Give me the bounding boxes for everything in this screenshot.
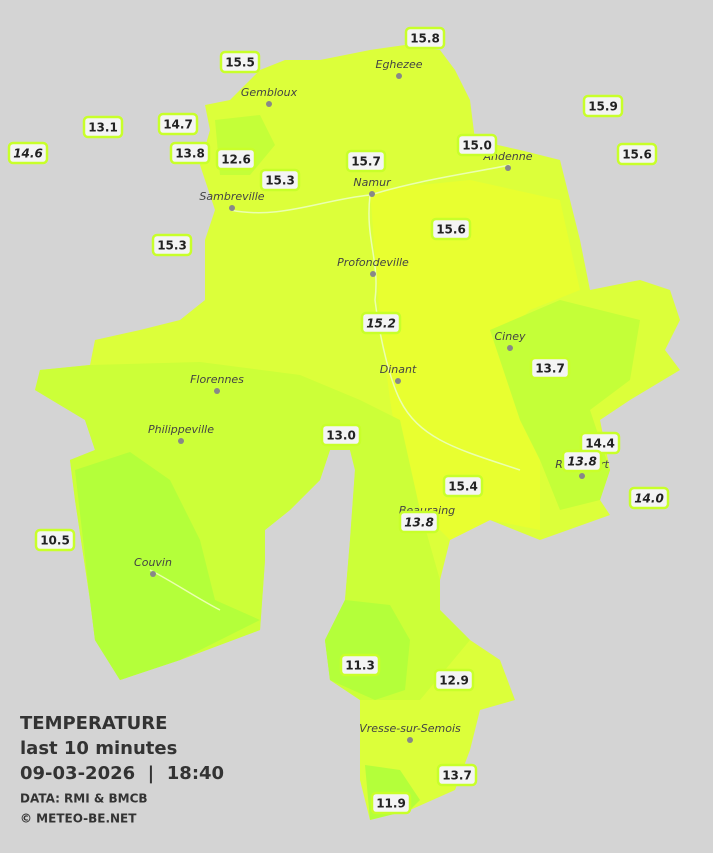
- city-label: Ciney: [495, 330, 526, 343]
- city-dot: [407, 737, 413, 743]
- legend-source: DATA: RMI & BMCB: [20, 792, 148, 806]
- station-box: [157, 112, 199, 136]
- city-label: Dinant: [380, 363, 417, 376]
- station-box: [398, 510, 440, 534]
- legend-title: TEMPERATURE: [20, 713, 167, 734]
- station-box: [616, 142, 658, 166]
- station-value: 12.6: [221, 153, 251, 167]
- city-dot: [395, 378, 401, 384]
- station-value: 15.3: [157, 239, 187, 253]
- city-label: Couvin: [134, 556, 172, 569]
- station-box: [345, 149, 387, 173]
- city-label: Eghezee: [376, 58, 423, 71]
- legend-subtitle: last 10 minutes: [20, 738, 177, 759]
- station-value: 13.7: [535, 362, 565, 376]
- station-box: [7, 141, 49, 165]
- station-box: [529, 356, 571, 380]
- station-value: 14.0: [634, 492, 664, 506]
- zone-cool: [490, 300, 640, 510]
- station-box: [430, 217, 472, 241]
- zone-warm: [370, 180, 580, 540]
- station-box: [582, 94, 624, 118]
- station-value: 13.8: [175, 147, 205, 161]
- city-label: Gembloux: [241, 86, 298, 99]
- station-box: [360, 311, 402, 335]
- station-box: [151, 233, 193, 257]
- station-box: [628, 486, 670, 510]
- station-value: 13.8: [567, 455, 597, 469]
- station-value: 15.8: [410, 32, 440, 46]
- station-value: 15.4: [448, 480, 478, 494]
- city-dot: [505, 165, 511, 171]
- station-value: 11.9: [376, 797, 406, 811]
- city-dot: [579, 473, 585, 479]
- station-box: [370, 791, 412, 815]
- stations: 15.8 15.5 13.1 14.7 14.6 13.8 12.6 15.3 15.7 15.0…: [7, 26, 670, 815]
- station-box: [436, 763, 478, 787]
- city-dot: [229, 205, 235, 211]
- station-value: 13.1: [88, 121, 118, 135]
- station-box: [320, 423, 362, 447]
- city-dot: [396, 73, 402, 79]
- station-value: 13.8: [404, 516, 434, 530]
- city-label: Philippeville: [148, 423, 214, 436]
- station-value: 15.5: [225, 56, 255, 70]
- station-box: [215, 147, 257, 171]
- station-box: [339, 653, 381, 677]
- station-value: 15.6: [622, 148, 652, 162]
- station-value: 15.3: [265, 174, 295, 188]
- station-box: [442, 474, 484, 498]
- city-dot: [214, 388, 220, 394]
- city-label: Vresse-sur-Semois: [359, 722, 461, 735]
- station-value: 13.0: [326, 429, 356, 443]
- city-label: Profondeville: [337, 256, 409, 269]
- station-box: [561, 449, 603, 473]
- station-value: 15.0: [462, 139, 492, 153]
- station-box: [456, 133, 498, 157]
- station-value: 14.6: [13, 147, 43, 161]
- station-box: [82, 115, 124, 139]
- station-value: 15.2: [366, 317, 396, 331]
- station-box: [259, 168, 301, 192]
- station-box: [404, 26, 446, 50]
- station-value: 15.6: [436, 223, 466, 237]
- station-value: 15.7: [351, 155, 381, 169]
- station-value: 11.3: [345, 659, 375, 673]
- city-dot: [507, 345, 513, 351]
- city-dot: [178, 438, 184, 444]
- zone-cool: [75, 452, 260, 680]
- station-value: 15.9: [588, 100, 618, 114]
- city-label: Namur: [353, 176, 392, 189]
- station-value: 13.7: [442, 769, 472, 783]
- cities: EghezeeGemblouxAndenneNamurSambrevillePr…: [134, 58, 609, 743]
- city-dot: [266, 101, 272, 107]
- legend-datetime: 09-03-2026 | 18:40: [20, 763, 224, 784]
- legend-copyright: © METEO-BE.NET: [20, 812, 137, 826]
- station-box: [433, 668, 475, 692]
- city-label: Florennes: [190, 373, 244, 386]
- station-value: 14.7: [163, 118, 193, 132]
- station-box: [219, 50, 261, 74]
- station-value: 14.4: [585, 437, 615, 451]
- city-dot: [150, 571, 156, 577]
- station-value: 12.9: [439, 674, 469, 688]
- city-dot: [369, 191, 375, 197]
- station-box: [169, 141, 211, 165]
- city-dot: [370, 271, 376, 277]
- city-label: Sambreville: [199, 190, 264, 203]
- station-box: [34, 528, 76, 552]
- station-value: 10.5: [40, 534, 70, 548]
